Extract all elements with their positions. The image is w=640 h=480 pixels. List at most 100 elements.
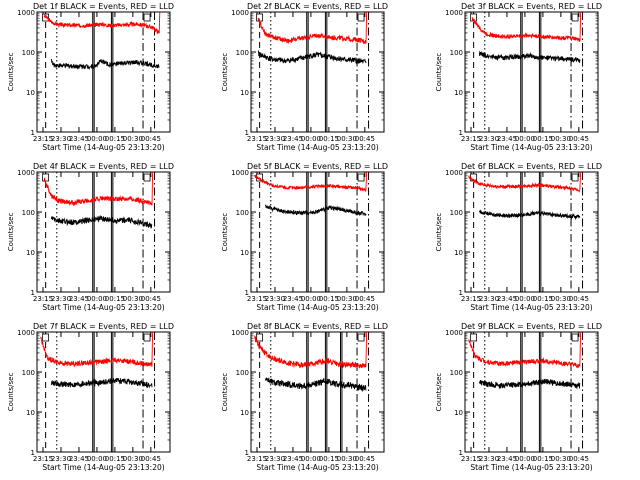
y-tick-label: 1000 [17,169,35,177]
events-series-line [478,209,581,220]
y-axis-label: Counts/sec [221,373,229,412]
x-tick-label: 00:30 [123,455,143,463]
x-tick-label: 23:15 [247,455,267,463]
y-axis-label: Counts/sec [221,53,229,92]
y-tick-label: 100 [22,369,35,377]
x-tick-label: 00:15 [533,295,553,303]
events-series-line [265,204,367,217]
x-tick-label: 23:45 [497,295,517,303]
y-tick-label: 10 [26,409,35,417]
x-tick-label: 00:15 [533,135,553,143]
detector-panel-6: Det 6f BLACK = Events, RED = LLD 1 10 100 10… [435,162,602,312]
lld-series-line [43,11,161,35]
x-axis-label: Start Time (14-Aug-05 23:13:20) [256,303,378,312]
marker-box [470,333,478,342]
x-tick-label: 23:30 [51,135,71,143]
y-tick-label: 100 [22,49,35,57]
y-tick-label: 1000 [17,329,35,337]
x-tick-label: 23:15 [247,135,267,143]
detector-panel-2: Det 2f BLACK = Events, RED = LLD 1 10 100 10… [221,2,388,152]
marker-box [357,13,365,22]
x-tick-label: 00:45 [569,295,589,303]
x-axis-label: Start Time (14-Aug-05 23:13:20) [470,303,592,312]
x-tick-label: 00:15 [105,295,125,303]
y-tick-label: 1 [245,449,249,457]
y-tick-label: 100 [236,369,249,377]
x-tick-label: 00:45 [141,455,161,463]
x-axis-label: Start Time (14-Aug-05 23:13:20) [256,463,378,472]
y-tick-label: 1000 [17,9,35,17]
y-tick-label: 1000 [445,329,463,337]
y-tick-label: 100 [450,49,463,57]
plot-frame [36,171,171,293]
x-tick-label: 00:15 [319,455,339,463]
x-axis-label: Start Time (14-Aug-05 23:13:20) [42,463,164,472]
x-tick-label: 00:15 [105,135,125,143]
y-tick-label: 1000 [231,9,249,17]
plot-frame [464,11,599,133]
lld-series-line [257,11,368,45]
y-tick-label: 100 [450,369,463,377]
x-axis-label: Start Time (14-Aug-05 23:13:20) [42,143,164,152]
lld-series-line [468,331,582,368]
lld-series-line [254,331,368,369]
y-tick-label: 1 [459,449,463,457]
lld-series-line [40,331,154,368]
plot-title: Det 4f BLACK = Events, RED = LLD [33,162,174,171]
y-tick-label: 1000 [231,329,249,337]
marker-box [357,173,365,182]
x-tick-label: 23:15 [461,135,481,143]
marker-box [42,333,50,342]
x-tick-label: 00:30 [123,295,143,303]
y-tick-label: 1 [31,449,35,457]
y-tick-label: 10 [240,409,249,417]
x-tick-label: 00:00 [301,455,321,463]
x-tick-label: 00:45 [569,135,589,143]
x-tick-label: 00:30 [551,295,571,303]
y-tick-label: 100 [236,49,249,57]
x-tick-label: 00:30 [337,455,357,463]
lld-series-line [471,11,582,43]
x-axis-label: Start Time (14-Aug-05 23:13:20) [470,463,592,472]
y-tick-label: 10 [240,249,249,257]
x-tick-label: 00:00 [301,295,321,303]
x-tick-label: 23:15 [33,455,53,463]
y-axis-label: Counts/sec [435,53,443,92]
x-tick-label: 00:15 [319,295,339,303]
detector-panel-3: Det 3f BLACK = Events, RED = LLD 1 10 100 10… [435,2,602,152]
x-tick-label: 00:00 [87,295,107,303]
x-tick-label: 23:30 [51,455,71,463]
x-tick-label: 00:00 [515,295,535,303]
x-tick-label: 23:45 [283,135,303,143]
lld-series-line [254,171,368,193]
detector-panel-8: Det 8f BLACK = Events, RED = LLD 1 10 100 10… [221,322,388,472]
x-tick-label: 00:30 [337,135,357,143]
detector-panel-7: Det 7f BLACK = Events, RED = LLD 1 10 100 10… [7,322,174,472]
x-tick-label: 00:45 [141,295,161,303]
events-series-line [257,49,367,65]
y-tick-label: 1 [245,129,249,137]
plot-frame [464,331,599,453]
x-tick-label: 23:45 [497,455,517,463]
y-axis-label: Counts/sec [7,213,15,252]
x-tick-label: 00:15 [533,455,553,463]
x-tick-label: 00:00 [515,135,535,143]
x-tick-label: 00:30 [551,135,571,143]
y-tick-label: 100 [22,209,35,217]
x-tick-label: 23:30 [265,135,285,143]
y-axis-label: Counts/sec [7,373,15,412]
x-tick-label: 23:30 [265,295,285,303]
plot-title: Det 7f BLACK = Events, RED = LLD [33,322,174,331]
x-tick-label: 00:15 [105,455,125,463]
x-tick-label: 23:30 [51,295,71,303]
x-axis-label: Start Time (14-Aug-05 23:13:20) [256,143,378,152]
x-tick-label: 00:15 [319,135,339,143]
marker-box [571,333,579,342]
x-tick-label: 23:15 [247,295,267,303]
y-axis-label: Counts/sec [435,213,443,252]
events-series-line [478,378,581,390]
y-tick-label: 10 [26,89,35,97]
lld-series-line [43,171,154,207]
x-tick-label: 00:00 [87,135,107,143]
marker-box [256,333,264,342]
